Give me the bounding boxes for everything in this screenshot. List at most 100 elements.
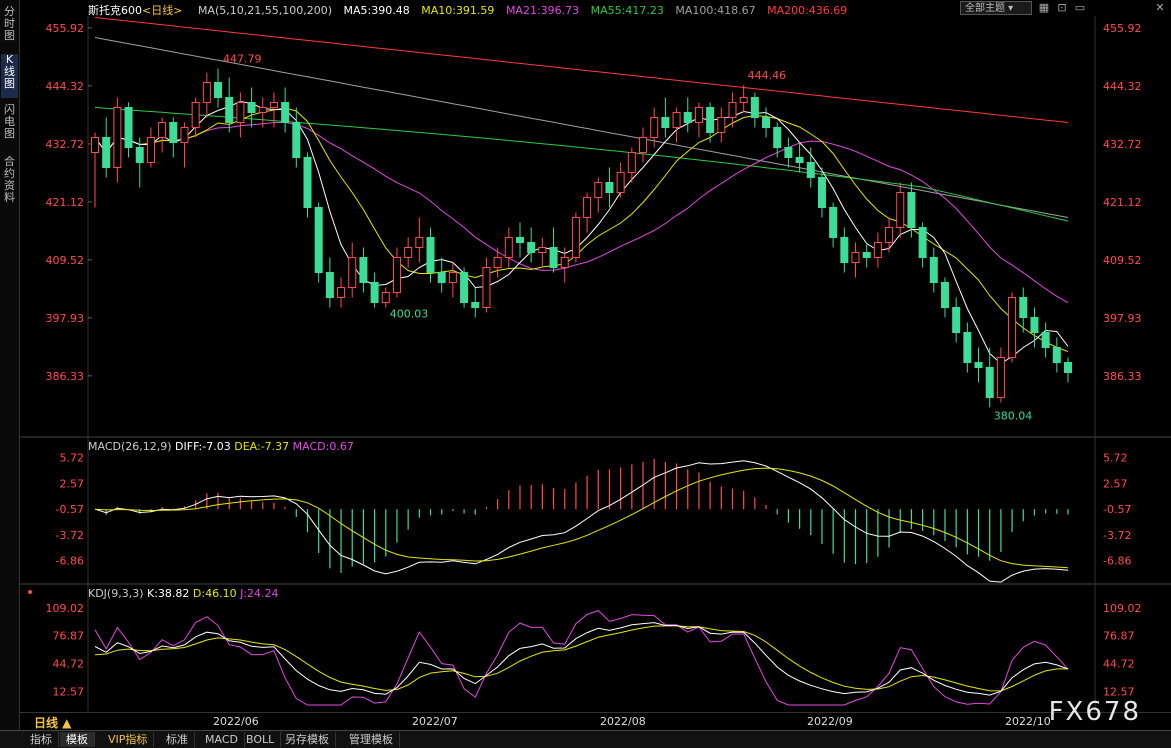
macd-header: MACD(26,12,9) DIFF:-7.03 DEA:-7.37 MACD:… <box>88 440 354 453</box>
low-annotation: 380.04 <box>994 409 1033 422</box>
candle-body <box>650 117 659 138</box>
tab-contract-info[interactable]: 合约资料 <box>4 155 15 204</box>
macd-tick-label-left: 2.57 <box>60 477 85 490</box>
candle-body <box>247 102 256 113</box>
tab-template[interactable]: 模板 <box>60 732 95 747</box>
candle-body <box>806 162 815 178</box>
candle-body <box>225 97 234 123</box>
kdj-j: J:24.24 <box>240 587 279 600</box>
candle-body <box>269 102 278 108</box>
price-tick-label-right: 409.52 <box>1103 254 1142 267</box>
ma-indicator-label[interactable]: MA(5,10,21,55,100,200) <box>197 4 332 17</box>
kdj-tick-label-right: 44.72 <box>1103 658 1135 671</box>
lock-icon[interactable]: ⊡ <box>1057 1 1067 14</box>
candle-body <box>896 192 905 228</box>
chart-canvas[interactable]: 455.92 455.92 444.32 444.32 432.72 432.72 421.… <box>0 0 1171 712</box>
candle-body <box>728 102 737 118</box>
ma5-value: MA5:390.48 <box>343 4 410 17</box>
candle-body <box>762 117 771 128</box>
macd-title[interactable]: MACD(26,12,9) <box>88 440 172 453</box>
month-label: 2022/10 <box>1005 715 1051 728</box>
candle-body <box>963 332 972 363</box>
price-tick-label-left: 386.33 <box>46 370 85 383</box>
kdj-d-line <box>94 625 1068 692</box>
macd-tick-label-left: -6.86 <box>56 555 84 568</box>
tab-timeshare[interactable]: 分时图 <box>4 5 15 42</box>
candle-body <box>460 272 469 303</box>
candle-body <box>381 292 390 303</box>
month-label: 2022/07 <box>412 715 458 728</box>
price-tick-label-left: 455.92 <box>46 22 85 35</box>
candle-body <box>471 302 480 308</box>
candle-body <box>135 147 144 163</box>
tab-indicator[interactable]: 指标 <box>24 732 59 747</box>
grid-icon[interactable]: ▦ <box>1038 1 1050 14</box>
candle-body <box>795 157 804 163</box>
candle-body <box>527 242 536 253</box>
kdj-k-line <box>94 622 1069 696</box>
candle-body <box>907 192 916 228</box>
price-tick-label-left: 397.93 <box>46 312 85 325</box>
candle-body <box>404 247 413 258</box>
ma55-line <box>94 107 1069 222</box>
candle-body <box>873 242 882 258</box>
close-icon[interactable]: ✕ <box>1155 1 1165 14</box>
macd-tick-label-right: 5.72 <box>1103 452 1128 465</box>
candle-body <box>202 82 211 103</box>
candle-body <box>504 237 513 258</box>
candle-body <box>985 367 994 398</box>
tab-boll[interactable]: BOLL <box>240 732 282 747</box>
kdj-header: KDJ(9,3,3) K:38.82 D:46.10 J:24.24 <box>88 587 279 600</box>
theme-dropdown[interactable]: 全部主题 ▾ <box>960 1 1032 15</box>
candle-body <box>974 362 983 368</box>
period-selector[interactable]: 日线 ▲ <box>34 716 72 730</box>
ma21-value: MA21:396.73 <box>505 4 580 17</box>
tab-kline[interactable]: K线图 <box>1 54 18 98</box>
candle-body <box>929 257 938 283</box>
price-tick-label-right: 444.32 <box>1103 80 1142 93</box>
candle-body <box>952 307 961 333</box>
candle-body <box>113 107 122 168</box>
price-tick-label-right: 386.33 <box>1103 370 1142 383</box>
candle-body <box>314 207 323 273</box>
kdj-d: D:46.10 <box>192 587 237 600</box>
candle-body <box>694 107 703 123</box>
candle-body <box>739 97 748 103</box>
candle-body <box>1041 332 1050 348</box>
tab-save-template[interactable]: 另存模板 <box>279 732 336 747</box>
candle-body <box>616 172 625 193</box>
tab-vip-indicator[interactable]: VIP指标 <box>102 732 155 747</box>
candle-body <box>717 117 726 133</box>
tab-flash[interactable]: 闪电图 <box>4 103 15 140</box>
candle-body <box>571 217 580 258</box>
candle-body <box>180 127 189 143</box>
candle-body <box>493 257 502 268</box>
macd-value: MACD:0.67 <box>292 440 354 453</box>
tab-standard[interactable]: 标准 <box>160 732 195 747</box>
candle-body <box>594 182 603 198</box>
ma10-value: MA10:391.59 <box>421 4 495 17</box>
ma5-line <box>94 100 1069 365</box>
candle-body <box>91 137 99 153</box>
candle-body <box>303 157 312 208</box>
candle-body <box>359 257 368 283</box>
candle-body <box>840 237 849 263</box>
macd-tick-label-right: -3.72 <box>1103 529 1131 542</box>
ma10-line <box>94 107 1069 352</box>
kdj-title[interactable]: KDJ(9,3,3) <box>88 587 144 600</box>
macd-tick-label-right: -0.57 <box>1103 503 1131 516</box>
window-icon[interactable]: ▭ <box>1074 1 1086 14</box>
candle-body <box>146 137 155 163</box>
candle-body <box>862 252 871 258</box>
kdj-tick-label-left: 76.87 <box>53 630 85 643</box>
candle-body <box>437 272 446 283</box>
ma100-line <box>94 37 1069 218</box>
kdj-tick-label-left: 44.72 <box>53 658 85 671</box>
tab-macd[interactable]: MACD <box>199 732 245 747</box>
kdj-k: K:38.82 <box>147 587 190 600</box>
candle-body <box>348 257 357 288</box>
candle-body <box>639 137 648 153</box>
macd-diff: DIFF:-7.03 <box>175 440 231 453</box>
candle-body <box>560 257 569 268</box>
tab-manage-template[interactable]: 管理模板 <box>343 732 400 747</box>
